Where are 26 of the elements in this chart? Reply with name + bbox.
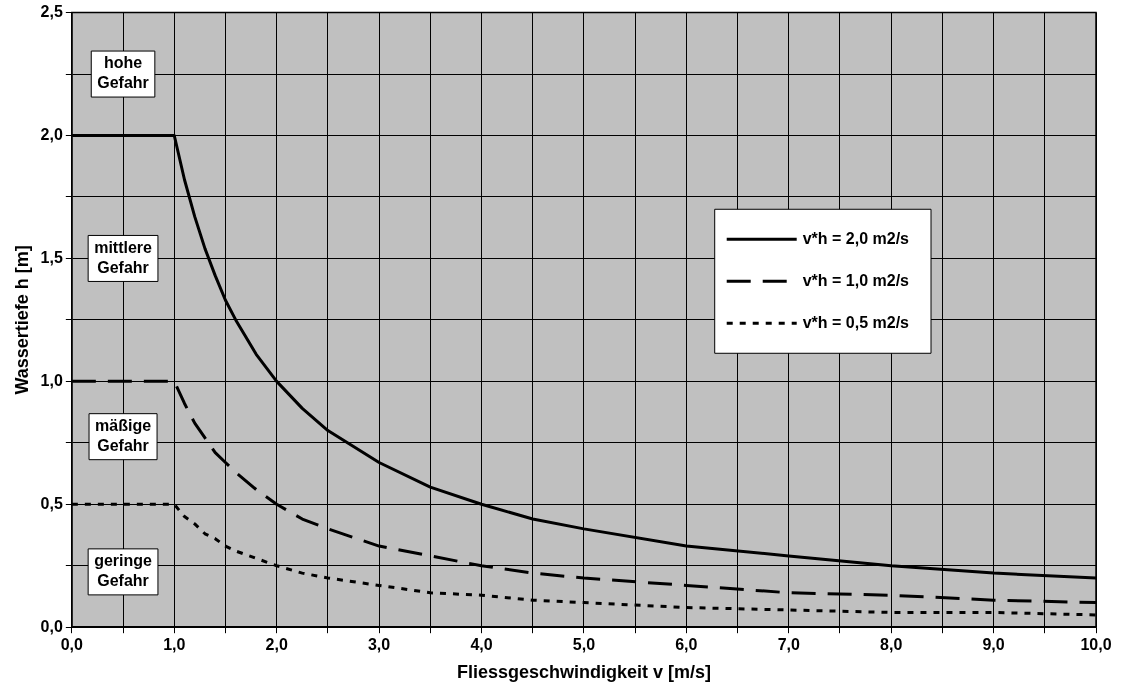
y-tick-label: 2,5 xyxy=(40,3,63,21)
x-tick-label: 3,0 xyxy=(367,636,391,654)
y-axis-title: Wassertiefe h [m] xyxy=(11,245,32,395)
y-tick-label: 0,0 xyxy=(40,617,63,635)
x-tick-label: 5,0 xyxy=(572,636,596,654)
x-tick-label: 1,0 xyxy=(163,636,186,654)
x-tick-label: 4,0 xyxy=(470,636,493,654)
annotation: mittlere Gefahr xyxy=(94,238,153,276)
legend-label: v*h = 2,0 m2/s xyxy=(802,229,910,247)
x-tick-label: 7,0 xyxy=(777,636,800,654)
x-tick-label: 9,0 xyxy=(982,636,1005,654)
y-tick-label: 0,5 xyxy=(40,494,63,512)
x-tick-label: 0,0 xyxy=(60,636,84,654)
x-axis-title: Fliessgeschwindigkeit v [m/s] xyxy=(456,662,711,683)
legend-label: v*h = 1,0 m2/s xyxy=(802,271,910,289)
annotation: hohe Gefahr xyxy=(97,54,149,92)
x-tick-label: 2,0 xyxy=(265,636,288,654)
y-tick-label: 1,5 xyxy=(40,248,63,266)
legend-label: v*h = 0,5 m2/s xyxy=(802,313,910,331)
y-tick-label: 1,0 xyxy=(40,371,63,389)
x-tick-label: 8,0 xyxy=(880,636,903,654)
annotation: geringe Gefahr xyxy=(94,552,153,590)
y-tick-label: 2,0 xyxy=(40,125,63,143)
x-tick-label: 10,0 xyxy=(1080,636,1112,654)
annotation: mäßige Gefahr xyxy=(95,417,152,455)
x-tick-label: 6,0 xyxy=(675,636,698,654)
